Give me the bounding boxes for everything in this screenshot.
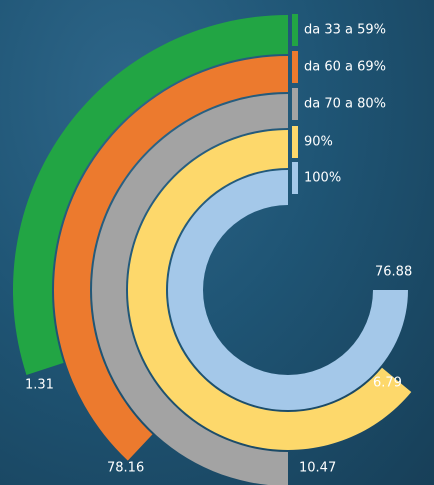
data-label: 78.16 <box>107 461 144 476</box>
chart-background: 1.31 da 33 a 59% 78.16 da 60 a 69% 10.47 da 7… <box>0 0 434 485</box>
legend-label: da 60 a 69% <box>304 60 386 75</box>
legend-label: da 70 a 80% <box>304 97 386 112</box>
legend-swatch <box>292 14 298 46</box>
data-label: 10.47 <box>299 461 336 476</box>
data-label: 1.31 <box>25 378 54 393</box>
legend-swatch <box>292 51 298 83</box>
chart: 1.31 da 33 a 59% 78.16 da 60 a 69% 10.47 da 7… <box>0 0 434 485</box>
legend-swatch <box>292 126 298 158</box>
legend-label: da 33 a 59% <box>304 23 386 38</box>
legend-label: 90% <box>304 135 333 150</box>
legend-swatch <box>292 162 298 194</box>
data-label: 76.88 <box>375 265 412 280</box>
arc-bar <box>168 170 408 410</box>
data-label: 6.79 <box>373 376 402 391</box>
legend-swatch <box>292 88 298 120</box>
legend-label: 100% <box>304 171 341 186</box>
